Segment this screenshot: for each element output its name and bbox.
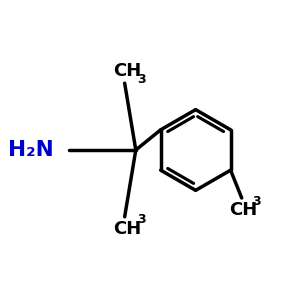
Text: CH: CH <box>113 220 142 238</box>
Text: H₂N: H₂N <box>8 140 54 160</box>
Text: 3: 3 <box>137 73 146 86</box>
Text: CH: CH <box>113 62 142 80</box>
Text: 3: 3 <box>137 213 146 226</box>
Text: 3: 3 <box>252 195 261 208</box>
Text: CH: CH <box>229 201 257 219</box>
